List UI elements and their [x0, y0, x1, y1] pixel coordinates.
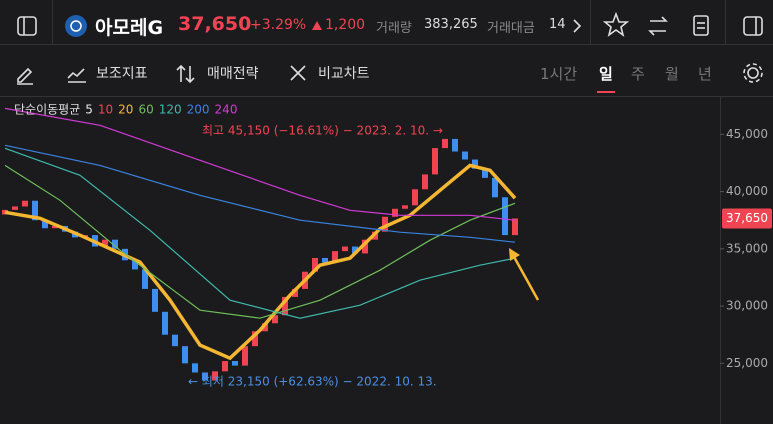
ma-line [4, 147, 516, 319]
candle [112, 239, 118, 249]
legend-title: 단순이동평균 [14, 103, 80, 117]
ma-line [4, 144, 516, 243]
candle [202, 372, 208, 381]
y-tick-label: 35,000 [726, 241, 768, 255]
more-icon[interactable] [573, 19, 582, 33]
volume: 383,265 [424, 17, 478, 32]
toolbar-item[interactable]: 매매전략 [207, 66, 259, 82]
price-tag-label: 37,650 [726, 211, 768, 225]
candle [212, 371, 218, 381]
swap-icon[interactable] [648, 16, 668, 36]
compare-icon[interactable] [290, 65, 306, 81]
candle [282, 296, 288, 316]
candle [332, 251, 338, 263]
period-tab[interactable]: 일 [599, 65, 613, 83]
toolbar-item[interactable]: 비교차트 [318, 66, 370, 82]
legend-entry: 10 [98, 103, 113, 117]
candle [322, 257, 328, 263]
y-tick-label: 25,000 [726, 356, 768, 370]
y-tick-label: 45,000 [726, 127, 768, 141]
candle [342, 246, 348, 252]
candle [162, 311, 168, 335]
candle [232, 361, 238, 366]
candle [142, 269, 148, 289]
settings-icon[interactable] [747, 67, 759, 79]
candle [182, 346, 188, 364]
candle [392, 208, 398, 217]
price: 37,650 [178, 13, 252, 35]
candle [242, 346, 248, 366]
toolbar-item[interactable]: 보조지표 [96, 66, 148, 82]
candle [462, 151, 468, 160]
candle [172, 334, 178, 347]
draw-icon[interactable] [17, 67, 33, 85]
candle [472, 159, 478, 169]
indicator-icon[interactable] [67, 68, 86, 83]
candle [132, 260, 138, 270]
sidebar-icon[interactable] [743, 16, 763, 36]
legend-entry: 240 [215, 103, 238, 117]
up-triangle [312, 21, 322, 30]
volume-label: 거래량 [376, 21, 412, 36]
candle [292, 288, 298, 297]
candle [512, 218, 518, 236]
annotation: 최고 45,150 (−16.61%) − 2023. 2. 10. → [202, 124, 443, 138]
candle [152, 288, 158, 312]
amount-label: 거래대금 [487, 21, 535, 36]
y-tick-label: 30,000 [726, 299, 768, 313]
candle [252, 331, 258, 347]
legend-entry: 20 [118, 103, 133, 117]
candle [362, 239, 368, 254]
ma-line [4, 164, 516, 319]
period-tab[interactable]: 년 [698, 65, 712, 83]
legend-entry: 5 [85, 103, 93, 117]
legend-entry: 120 [159, 103, 182, 117]
candle [2, 209, 8, 215]
price-tag [722, 208, 772, 229]
period-tab[interactable]: 1시간 [540, 65, 578, 83]
candle [22, 200, 28, 207]
annotation: ← 최저 23,150 (+62.63%) − 2022. 10. 13. [188, 375, 437, 389]
legend-entry: 200 [187, 103, 210, 117]
candle [412, 189, 418, 206]
chart: 25,000 30,000 35,000 40,000 45,000 단순이동평균 5 10 2… [2, 97, 772, 424]
candle [482, 168, 488, 178]
candle [432, 148, 438, 175]
legend-entry: 60 [138, 103, 153, 117]
candle [32, 200, 38, 221]
chrome [0, 0, 773, 97]
star-icon[interactable] [602, 11, 630, 37]
candle [452, 138, 458, 152]
change-pct: +3.29% [250, 17, 307, 33]
candle [312, 257, 318, 272]
candle [502, 197, 508, 236]
candle [382, 216, 388, 232]
stock-name: 아모레G [95, 17, 164, 39]
candle [402, 205, 408, 209]
clipboard-icon[interactable] [693, 15, 709, 36]
strategy-icon[interactable] [176, 64, 195, 84]
candle [492, 177, 498, 198]
candle [352, 246, 358, 254]
candle [422, 174, 428, 190]
candle [12, 206, 18, 210]
amount: 14 [549, 17, 566, 32]
candle [222, 361, 228, 372]
ma-line [4, 107, 516, 221]
candle [42, 220, 48, 229]
candle [272, 315, 278, 324]
ma-line [4, 163, 517, 361]
sidebar-icon[interactable] [17, 16, 37, 36]
candle [192, 363, 198, 373]
y-tick-label: 40,000 [726, 184, 768, 198]
candle [102, 239, 108, 247]
period-tab[interactable]: 월 [665, 65, 679, 83]
candle [52, 225, 58, 229]
candle [442, 138, 448, 149]
logo [65, 15, 87, 37]
period-tab[interactable]: 주 [631, 65, 645, 83]
change: 1,200 [325, 17, 366, 33]
candle [262, 323, 268, 332]
